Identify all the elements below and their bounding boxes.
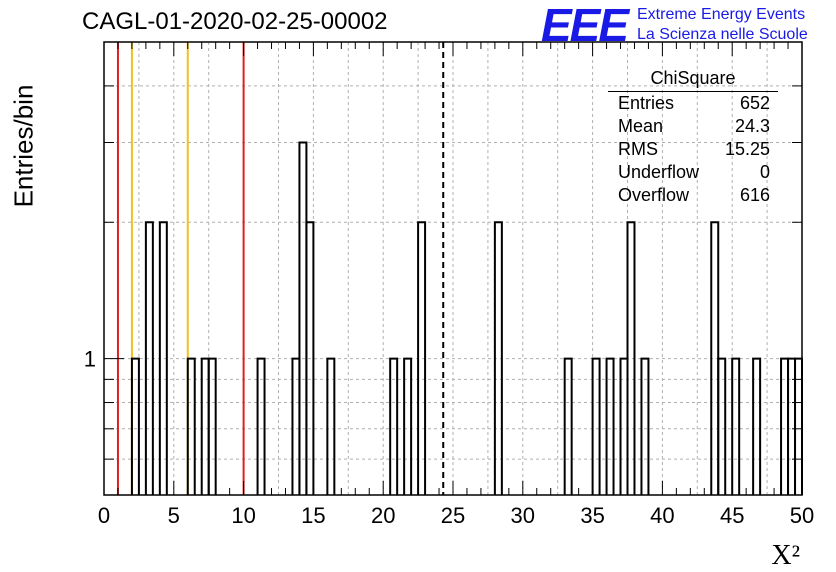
x-tick-label: 40 [650, 503, 674, 528]
histogram-bin [605, 357, 615, 495]
histogram-bin [305, 221, 315, 495]
x-tick-label: 45 [720, 503, 744, 528]
stats-title: ChiSquare [608, 66, 778, 92]
x-tick-label: 20 [371, 503, 395, 528]
stats-row-rms: RMS 15.25 [608, 138, 778, 161]
histogram-bin [493, 221, 503, 495]
histogram-bin [717, 357, 727, 495]
histogram-bin [731, 357, 741, 495]
stats-label: RMS [618, 139, 658, 159]
stats-label: Entries [618, 93, 675, 113]
x-tick-label: 50 [790, 503, 814, 528]
histogram-bin [403, 357, 413, 495]
stats-row-underflow: Underflow 0 [608, 161, 778, 184]
histogram-bin [256, 357, 266, 495]
x-tick-label: 10 [231, 503, 255, 528]
stats-value: 0 [759, 162, 770, 182]
stats-value: 616 [739, 185, 770, 205]
histogram-bin [752, 357, 762, 495]
stats-box: ChiSquare Entries 652 Mean 24.3 RMS 15.2… [608, 66, 778, 207]
histogram-bin [186, 357, 196, 495]
stats-label: Overflow [618, 185, 690, 205]
histogram-bin [389, 357, 399, 495]
x-tick-label: 25 [441, 503, 465, 528]
histogram-bin [591, 357, 601, 495]
histogram-bin [640, 357, 650, 495]
stats-value: 15.25 [724, 139, 770, 159]
histogram-bin [326, 357, 336, 495]
logo-line-2: La Scienza nelle Scuole [637, 26, 808, 43]
eee-logo: EEE [541, 0, 629, 51]
histogram-bin [298, 141, 308, 495]
histogram-bin [207, 357, 217, 495]
x-axis-title: X² [771, 540, 800, 571]
x-tick-label: 0 [98, 503, 110, 528]
histogram-bin [144, 221, 154, 495]
stats-row-mean: Mean 24.3 [608, 115, 778, 138]
y-tick-label: 1 [84, 347, 96, 372]
stats-value: 24.3 [734, 116, 770, 136]
histogram-bin [417, 221, 427, 495]
stats-label: Mean [618, 116, 664, 136]
stats-row-overflow: Overflow 616 [608, 184, 778, 207]
x-tick-label: 5 [168, 503, 180, 528]
chart-title: CAGL-01-2020-02-25-00002 [82, 8, 388, 35]
stats-row-entries: Entries 652 [608, 92, 778, 115]
histogram-bin [130, 357, 140, 495]
logo-line-1: Extreme Energy Events [637, 6, 806, 23]
stats-value: 652 [739, 93, 770, 113]
histogram-bin [563, 357, 573, 495]
x-tick-label: 35 [580, 503, 604, 528]
histogram-bin [158, 221, 168, 495]
x-tick-label: 30 [511, 503, 535, 528]
x-tick-label: 15 [301, 503, 325, 528]
stats-label: Underflow [618, 162, 700, 182]
histogram-bin [626, 221, 636, 495]
